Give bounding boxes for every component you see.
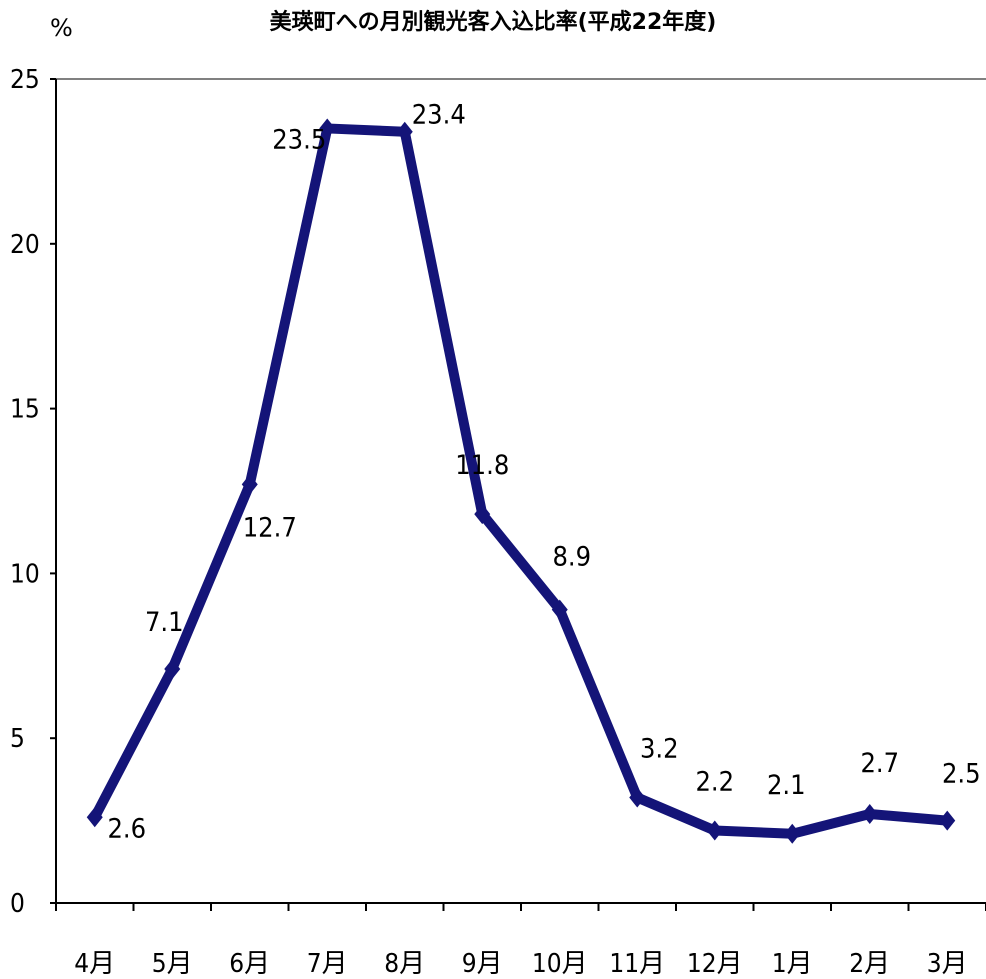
x-tick-label: 1月 <box>772 949 813 979</box>
data-label: 7.1 <box>145 607 184 638</box>
series-line <box>89 123 953 839</box>
data-point-marker <box>396 121 413 142</box>
y-tick-label: 15 <box>10 395 40 425</box>
data-label: 23.5 <box>272 124 326 155</box>
y-unit-label: % <box>50 14 73 42</box>
x-tick-label: 9月 <box>462 949 503 979</box>
data-point-marker <box>784 823 801 844</box>
data-point-marker <box>939 810 956 831</box>
chart-title: 美瑛町への月別観光客入込比率(平成22年度) <box>269 10 717 35</box>
y-tick-label: 25 <box>10 65 40 95</box>
x-tick-label: 3月 <box>927 949 968 979</box>
data-point-marker <box>164 658 181 679</box>
data-label: 12.7 <box>243 512 297 543</box>
data-point-marker <box>629 787 646 808</box>
x-tick-label: 10月 <box>532 949 588 979</box>
data-label: 2.1 <box>767 770 806 801</box>
y-tick-label: 10 <box>10 559 40 589</box>
x-tick-label: 7月 <box>307 949 348 979</box>
data-point-marker <box>86 807 103 828</box>
x-tick-label: 11月 <box>609 949 665 979</box>
data-label: 8.9 <box>552 542 591 573</box>
x-tick-label: 4月 <box>74 949 115 979</box>
data-point-marker <box>319 118 336 139</box>
data-label: 3.2 <box>640 734 679 765</box>
data-point-marker <box>706 820 723 841</box>
x-tick-label: 8月 <box>384 949 425 979</box>
data-label: 2.6 <box>107 813 146 844</box>
data-label: 11.8 <box>455 450 509 481</box>
y-tick-label: 20 <box>10 230 40 260</box>
data-point-marker <box>861 804 878 825</box>
x-tick-label: 12月 <box>687 949 743 979</box>
data-label: 2.7 <box>860 748 899 779</box>
data-point-marker <box>241 474 258 495</box>
data-point-marker <box>551 599 568 620</box>
x-tick-label: 5月 <box>152 949 193 979</box>
data-point-marker <box>474 504 491 525</box>
data-label: 23.4 <box>412 100 466 131</box>
data-label: 2.5 <box>942 759 981 790</box>
y-tick-label: 5 <box>10 724 25 754</box>
data-label: 2.2 <box>695 766 734 797</box>
y-tick-label: 0 <box>10 889 25 919</box>
x-tick-label: 6月 <box>229 949 270 979</box>
x-tick-label: 2月 <box>849 949 890 979</box>
